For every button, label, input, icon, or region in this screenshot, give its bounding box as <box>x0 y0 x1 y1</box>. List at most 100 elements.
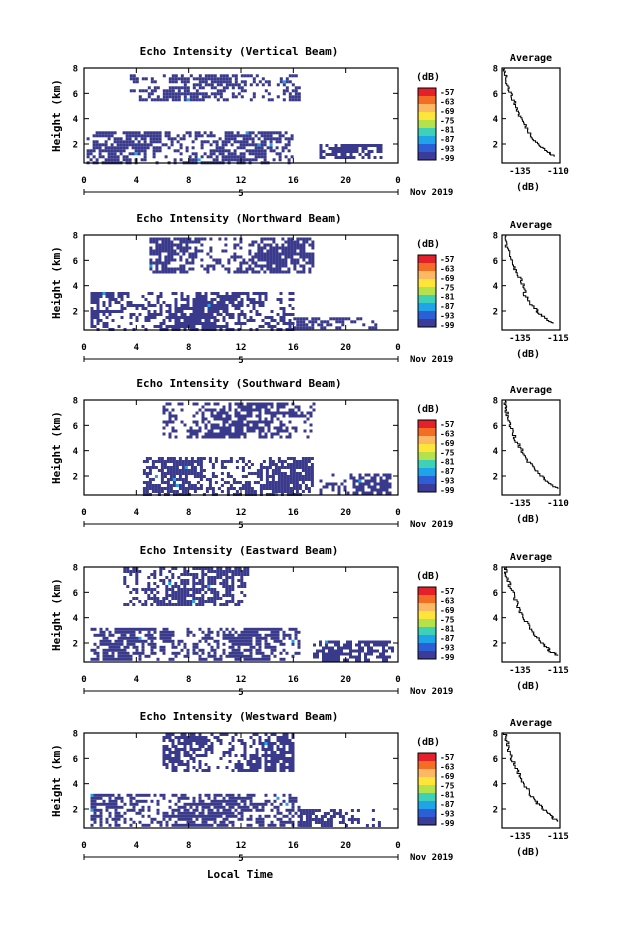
echo-cell <box>160 469 164 472</box>
echo-cell <box>235 466 239 469</box>
echo-cell <box>168 325 172 328</box>
echo-cell <box>322 646 325 650</box>
echo-cell <box>234 808 238 812</box>
echo-cell <box>197 131 201 135</box>
echo-cell <box>177 808 181 812</box>
echo-cell <box>282 766 286 769</box>
echo-cell <box>293 243 297 247</box>
echo-cell <box>173 267 177 271</box>
echo-cell <box>273 742 277 745</box>
echo-cell <box>252 307 256 310</box>
echo-cell <box>196 475 200 478</box>
echo-cell <box>248 267 252 271</box>
echo-cell <box>364 640 367 644</box>
echo-cell <box>208 481 212 484</box>
echo-cell <box>227 131 231 135</box>
echo-cell <box>117 645 121 649</box>
echo-cell <box>156 657 160 661</box>
echo-cell <box>225 814 229 818</box>
echo-cell <box>260 149 264 153</box>
echo-cell <box>174 325 178 328</box>
echo-cell <box>172 478 176 481</box>
echo-cell <box>140 146 144 150</box>
echo-cell <box>352 479 356 483</box>
y-tick-label: 2 <box>73 806 78 816</box>
echo-cell <box>291 742 295 745</box>
echo-cell <box>138 627 142 631</box>
echo-cell <box>193 475 197 478</box>
echo-cell <box>129 304 133 307</box>
echo-cell <box>370 640 373 644</box>
echo-cell <box>206 134 210 138</box>
echo-cell <box>314 818 318 821</box>
echo-cell <box>243 432 247 436</box>
echo-cell <box>263 158 267 162</box>
colorbar-tick-label: -75 <box>440 615 455 624</box>
echo-cell <box>142 490 146 493</box>
echo-cell <box>297 823 301 827</box>
colorbar-tick-label: -57 <box>440 753 455 762</box>
echo-cell <box>282 763 286 766</box>
echo-cell <box>96 313 100 316</box>
echo-cell <box>195 567 199 570</box>
echo-cell <box>193 472 197 475</box>
echo-cell <box>249 429 253 433</box>
echo-cell <box>140 158 144 162</box>
echo-cell <box>123 636 127 640</box>
echo-cell <box>249 83 253 87</box>
echo-cell <box>93 301 97 304</box>
echo-cell <box>219 295 223 298</box>
colorbar-swatch <box>418 152 436 161</box>
echo-cell <box>219 301 223 304</box>
echo-cell <box>175 472 179 475</box>
echo-cell <box>338 815 342 818</box>
echo-cell <box>171 811 175 815</box>
echo-cell <box>114 820 118 824</box>
echo-cell <box>257 143 261 147</box>
echo-cell <box>141 295 145 298</box>
echo-cell <box>108 633 112 637</box>
echo-cell <box>280 472 284 475</box>
echo-cell <box>196 487 200 490</box>
echo-cell <box>162 648 166 652</box>
echo-cell <box>195 77 199 81</box>
echo-cell <box>194 137 198 141</box>
echo-cell <box>210 86 214 90</box>
echo-cell <box>186 86 190 90</box>
echo-cell <box>247 487 251 490</box>
echo-cell <box>293 246 297 250</box>
echo-cell <box>241 469 245 472</box>
echo-cell <box>209 237 213 241</box>
echo-cell <box>108 648 112 652</box>
echo-cell <box>159 295 163 298</box>
echo-cell <box>185 243 189 247</box>
echo-cell <box>249 645 253 649</box>
echo-cell <box>293 317 297 321</box>
echo-cell <box>201 754 205 757</box>
echo-cell <box>151 490 155 493</box>
echo-cell <box>138 600 142 603</box>
echo-cell <box>361 156 365 159</box>
echo-cell <box>210 799 214 803</box>
echo-cell <box>141 304 145 307</box>
echo-cell <box>231 570 235 573</box>
echo-cell <box>221 155 225 159</box>
echo-cell <box>270 651 274 655</box>
echo-cell <box>370 150 374 153</box>
echo-cell <box>216 802 220 806</box>
echo-cell <box>225 322 229 325</box>
echo-cell <box>190 484 194 487</box>
echo-cell <box>264 742 268 745</box>
echo-cell <box>343 479 347 483</box>
echo-cell <box>264 405 268 409</box>
echo-cell <box>153 573 157 576</box>
echo-cell <box>376 473 380 477</box>
echo-cell <box>123 633 127 637</box>
echo-cell <box>286 490 290 493</box>
echo-cell <box>213 799 217 803</box>
echo-cell <box>285 766 289 769</box>
echo-cell <box>335 317 339 321</box>
echo-cell <box>168 92 172 96</box>
echo-cell <box>287 240 291 244</box>
echo-cell <box>186 301 190 304</box>
